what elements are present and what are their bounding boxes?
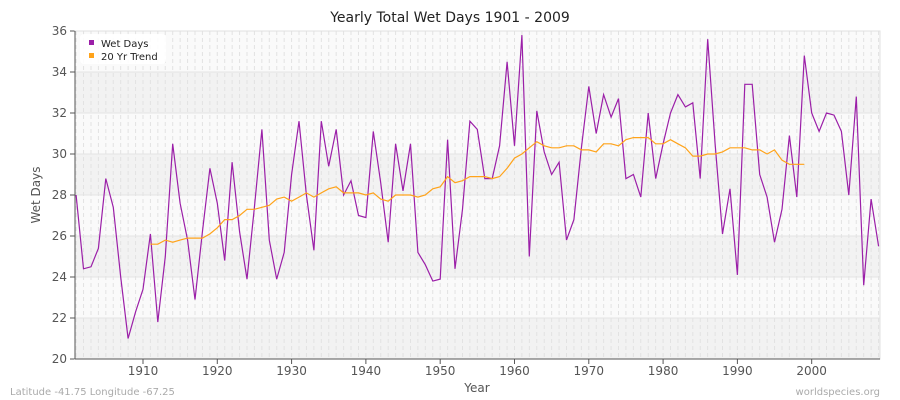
- chart-title: Yearly Total Wet Days 1901 - 2009: [329, 10, 570, 26]
- y-tick-label: 36: [52, 24, 67, 38]
- x-tick-label: 1910: [128, 364, 159, 378]
- x-tick-label: 1960: [499, 364, 530, 378]
- grid-band: [75, 318, 880, 359]
- y-tick-label: 30: [52, 147, 67, 161]
- y-tick-label: 24: [52, 270, 67, 284]
- series-wet-days-line: [75, 35, 880, 339]
- y-axis-label: Wet Days: [29, 166, 43, 223]
- x-tick-label: 1990: [722, 364, 753, 378]
- y-tick-label: 32: [52, 106, 67, 120]
- legend-label-wet-days: Wet Days: [101, 39, 149, 50]
- x-tick-label: 1920: [202, 364, 233, 378]
- x-axis-label: Year: [463, 381, 489, 395]
- x-tick-label: 1930: [276, 364, 307, 378]
- series-trend-line: [150, 137, 805, 245]
- x-tick-label: 2000: [796, 364, 827, 378]
- y-tick-label: 34: [52, 65, 67, 79]
- legend: Wet Days 20 Yr Trend: [80, 34, 166, 64]
- legend-swatch-trend: [89, 53, 94, 58]
- y-tick-label: 22: [52, 311, 67, 325]
- y-tick-label: 28: [52, 188, 67, 202]
- x-tick-label: 1950: [425, 364, 456, 378]
- legend-swatch-wet-days: [89, 40, 94, 45]
- footer-coords: Latitude -41.75 Longitude -67.25: [10, 387, 175, 398]
- x-tick-label: 1940: [351, 364, 382, 378]
- legend-label-trend: 20 Yr Trend: [101, 52, 158, 63]
- y-tick-label: 20: [52, 352, 67, 366]
- y-tick-label: 26: [52, 229, 67, 243]
- x-tick-label: 1980: [648, 364, 679, 378]
- grid-band: [75, 72, 880, 113]
- x-tick-label: 1970: [574, 364, 605, 378]
- footer-site[interactable]: worldspecies.org: [796, 387, 880, 398]
